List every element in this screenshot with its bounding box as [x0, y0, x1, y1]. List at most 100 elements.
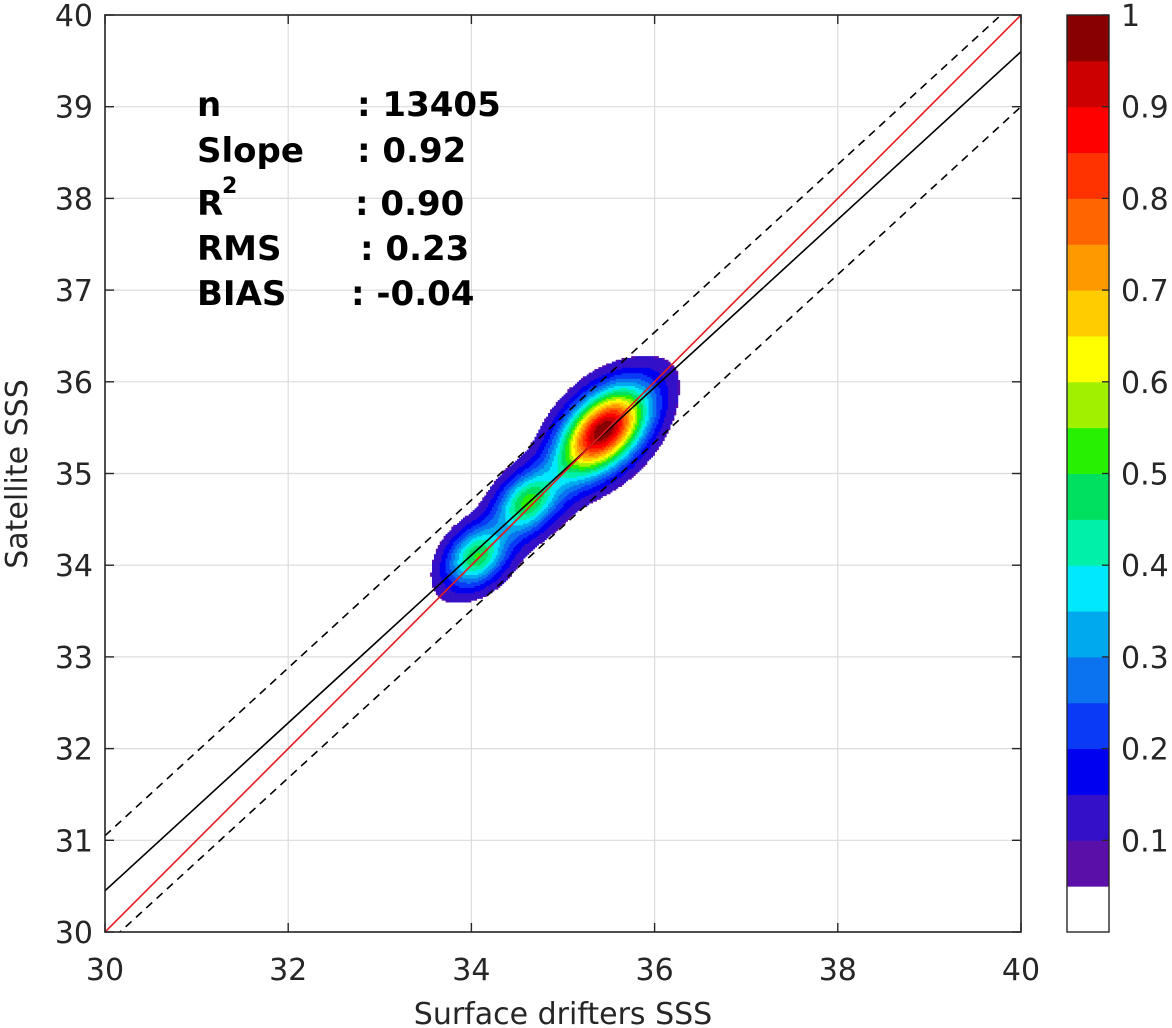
density-cell — [530, 477, 534, 480]
density-cell — [555, 462, 559, 465]
density-cell — [652, 451, 655, 454]
density-cell — [488, 570, 491, 574]
density-cell — [522, 482, 526, 486]
density-cell — [462, 517, 466, 520]
density-cell — [532, 479, 536, 482]
density-cell — [582, 444, 586, 447]
density-cell — [598, 460, 601, 464]
density-cell — [472, 554, 476, 557]
density-cell — [546, 493, 549, 497]
density-cell — [445, 572, 449, 575]
density-cell — [584, 502, 588, 506]
density-cell — [493, 517, 497, 520]
density-cell — [540, 477, 543, 480]
density-cell — [486, 512, 489, 515]
density-cell — [548, 462, 551, 465]
density-cell — [592, 460, 596, 464]
density-cell — [493, 556, 497, 559]
density-cell — [464, 550, 468, 553]
density-cell — [476, 537, 480, 541]
density-cell — [443, 548, 447, 552]
density-cell — [563, 502, 567, 506]
density-cell — [580, 460, 584, 464]
density-cell — [449, 554, 452, 557]
density-cell — [621, 466, 625, 469]
density-cell — [453, 561, 456, 564]
density-cell — [482, 504, 485, 508]
density-cell — [598, 488, 601, 491]
density-cell — [594, 467, 597, 471]
density-cell — [563, 475, 567, 478]
density-cell — [480, 596, 483, 599]
density-cell — [517, 521, 520, 524]
density-cell — [588, 438, 592, 442]
density-cell — [573, 501, 576, 504]
density-cell — [567, 451, 570, 454]
density-cell — [606, 480, 609, 484]
density-cell — [532, 504, 536, 508]
density-cell — [522, 550, 526, 553]
density-cell — [507, 524, 510, 528]
density-cell — [567, 515, 570, 519]
density-cell — [604, 442, 607, 445]
density-cell — [490, 554, 493, 557]
density-cell — [594, 482, 597, 486]
density-cell — [627, 466, 630, 469]
density-cell — [551, 526, 555, 530]
density-cell — [592, 484, 596, 487]
density-cell — [567, 482, 570, 486]
density-cell — [555, 508, 559, 511]
density-cell — [439, 557, 443, 561]
density-cell — [563, 480, 567, 484]
density-cell — [528, 447, 532, 451]
density-cell — [553, 495, 557, 498]
density-cell — [519, 491, 522, 495]
density-cell — [555, 436, 559, 440]
density-cell — [462, 552, 466, 555]
density-cell — [607, 479, 611, 482]
density-cell — [569, 460, 572, 464]
density-cell — [482, 519, 485, 522]
density-cell — [484, 559, 487, 563]
density-cell — [542, 530, 545, 533]
density-cell — [522, 519, 526, 522]
density-cell — [480, 590, 483, 594]
density-cell — [530, 526, 534, 530]
density-cell — [519, 497, 522, 500]
density-cell — [490, 508, 493, 511]
density-cell — [567, 479, 570, 482]
density-cell — [588, 482, 592, 486]
density-cell — [517, 462, 520, 465]
density-cell — [509, 510, 512, 513]
density-cell — [569, 444, 572, 447]
density-cell — [588, 473, 592, 476]
density-cell — [503, 541, 507, 544]
density-cell — [580, 490, 584, 493]
density-cell — [590, 458, 594, 462]
density-cell — [640, 462, 644, 465]
density-cell — [455, 590, 458, 594]
density-cell — [517, 550, 520, 553]
density-cell — [577, 458, 580, 462]
density-cell — [453, 572, 456, 575]
density-cell — [493, 537, 497, 541]
density-cell — [549, 451, 553, 454]
density-cell — [509, 506, 512, 509]
density-cell — [598, 451, 601, 454]
density-cell — [575, 447, 578, 451]
density-cell — [625, 447, 628, 451]
density-cell — [546, 442, 549, 445]
density-cell — [449, 567, 452, 570]
density-cell — [480, 576, 483, 579]
density-cell — [567, 456, 570, 460]
density-cell — [455, 585, 458, 588]
density-cell — [623, 438, 626, 442]
density-cell — [561, 475, 565, 478]
density-cell — [540, 541, 543, 544]
density-cell — [606, 445, 609, 449]
density-cell — [578, 475, 582, 478]
density-cell — [607, 466, 611, 469]
density-cell — [640, 436, 644, 440]
density-cell — [540, 471, 543, 475]
density-cell — [472, 590, 476, 594]
